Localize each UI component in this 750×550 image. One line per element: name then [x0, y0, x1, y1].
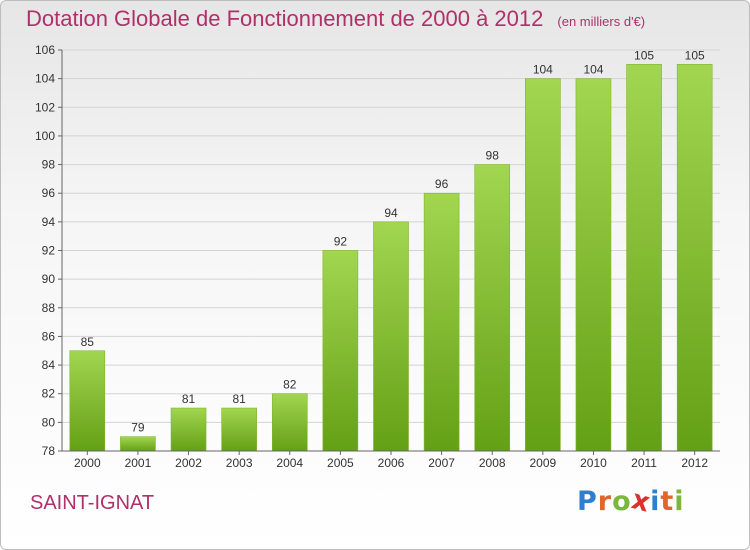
y-tick-label: 78: [42, 444, 56, 458]
bar: [423, 192, 460, 452]
x-axis-ticks: 2000 2001 2002 2003 2004 2005 2006 2007 2008 2009…: [74, 451, 708, 470]
y-tick-label: 94: [42, 215, 56, 229]
x-tick-label: 2001: [125, 456, 152, 470]
x-tick-label: 2005: [327, 456, 354, 470]
bar: [120, 436, 156, 452]
y-tick-label: 98: [42, 158, 56, 172]
chart-subtitle: (en milliers d'€): [557, 14, 646, 29]
bar: [221, 407, 257, 452]
bar: [474, 164, 511, 452]
data-label: 104: [583, 63, 603, 77]
bar: [575, 78, 612, 452]
data-label: 105: [685, 48, 705, 62]
data-label: 81: [232, 392, 246, 406]
y-tick-label: 106: [35, 43, 55, 57]
bar: [271, 393, 308, 452]
bars: [69, 64, 713, 452]
data-label: 105: [634, 48, 654, 62]
x-tick-label: 2000: [74, 456, 101, 470]
logo-letter: o: [612, 486, 632, 517]
data-label: 92: [334, 235, 348, 249]
data-label: 85: [81, 335, 95, 349]
logo-letter: P: [577, 486, 598, 517]
data-label: 98: [486, 149, 500, 163]
logo-letter: t: [660, 486, 675, 517]
y-tick-label: 82: [42, 387, 56, 401]
bar: [69, 350, 106, 452]
logo-letter: r: [597, 486, 613, 517]
y-tick-label: 96: [42, 186, 56, 200]
y-tick-label: 90: [42, 272, 56, 286]
data-labels: 85 79 81 81 82 92 94 96 98 104 104 105 105: [81, 48, 705, 434]
x-tick-label: 2003: [226, 456, 253, 470]
bar: [170, 407, 207, 452]
y-tick-label: 84: [42, 358, 56, 372]
y-tick-label: 88: [42, 301, 56, 315]
x-tick-label: 2011: [631, 456, 657, 470]
y-axis-ticks: 78 80 82 84 86 88 90 92 94 96 98 100 102 104 106: [35, 43, 62, 458]
y-tick-label: 92: [42, 244, 56, 258]
x-tick-label: 2004: [276, 456, 303, 470]
bar: [322, 250, 359, 452]
x-tick-label: 2009: [529, 456, 556, 470]
y-tick-label: 104: [35, 72, 55, 86]
x-tick-label: 2008: [479, 456, 506, 470]
bar: [676, 64, 713, 452]
data-label: 79: [131, 421, 145, 435]
axes: [61, 50, 720, 452]
x-tick-label: 2002: [175, 456, 202, 470]
bar: [525, 78, 561, 452]
title-text: Dotation Globale de Fonctionnement de 20…: [26, 6, 544, 31]
bar: [626, 64, 662, 452]
proxiti-logo[interactable]: Proxiti: [577, 484, 685, 519]
logo-letter: i: [674, 486, 685, 517]
x-tick-label: 2010: [580, 456, 607, 470]
data-label: 94: [384, 206, 398, 220]
y-tick-label: 102: [35, 100, 55, 114]
y-tick-label: 80: [42, 415, 56, 429]
data-label: 96: [435, 177, 449, 191]
y-tick-label: 86: [42, 329, 56, 343]
chart-title: Dotation Globale de Fonctionnement de 20…: [26, 6, 645, 32]
x-tick-label: 2012: [681, 456, 708, 470]
y-tick-label: 100: [35, 129, 55, 143]
data-label: 81: [182, 392, 196, 406]
x-tick-label: 2007: [428, 456, 455, 470]
bar: [373, 221, 409, 452]
data-label: 82: [283, 378, 297, 392]
town-name: SAINT-IGNAT: [30, 492, 155, 514]
data-label: 104: [533, 63, 553, 77]
logo-letter: i: [650, 486, 661, 517]
x-tick-label: 2006: [378, 456, 405, 470]
